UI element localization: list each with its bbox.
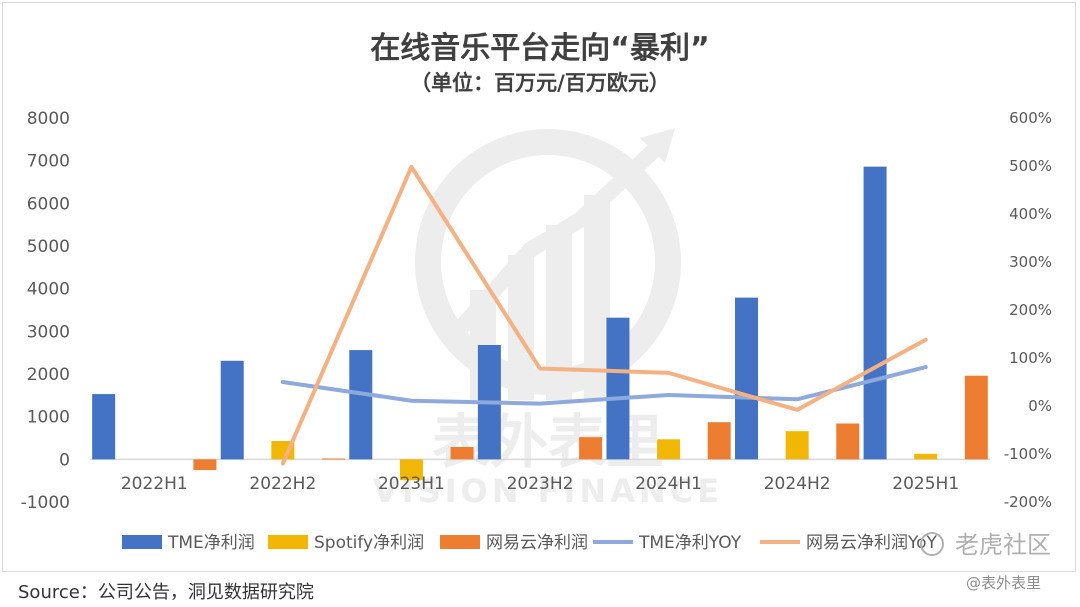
y-left-tick-label: 7000 — [27, 152, 70, 172]
bar-1-4 — [657, 439, 681, 460]
legend: TME净利润 Spotify净利润 网易云净利润 TME净利YOY 网易云净利润YoY — [122, 533, 938, 553]
legend-label: 网易云净利润 — [486, 533, 588, 553]
bar-0-0 — [92, 394, 116, 460]
y-left-tick-label: 0 — [59, 450, 70, 470]
x-tick-label: 2022H1 — [121, 474, 188, 494]
bar-2-6 — [964, 375, 988, 460]
chart-frame — [2, 2, 1076, 572]
corner-watermark-1: 老虎社区 — [955, 531, 1051, 559]
legend-label: TME净利YOY — [638, 533, 742, 553]
y-right-tick-label: 500% — [1009, 157, 1052, 175]
bar-2-2 — [450, 446, 474, 460]
chart-title: 在线音乐平台走向“暴利” — [370, 31, 709, 66]
y-left-tick-label: 6000 — [27, 194, 70, 214]
bar-1-5 — [785, 431, 809, 460]
bar-1-2 — [399, 459, 423, 481]
legend-label: TME净利润 — [167, 533, 255, 553]
y-left-tick-label: 5000 — [27, 237, 70, 257]
y-left-tick-label: 1000 — [27, 408, 70, 428]
bar-0-6 — [863, 166, 887, 460]
bar-0-2 — [349, 350, 373, 460]
legend-label: 网易云净利润YoY — [806, 533, 938, 553]
legend-swatch — [440, 535, 480, 549]
y-right-tick-label: 100% — [1009, 349, 1052, 367]
legend-swatch — [268, 535, 308, 549]
y-left-tick-label: 8000 — [27, 109, 70, 129]
y-right-tick-label: 0% — [1028, 397, 1052, 415]
y-left-tick-label: 3000 — [27, 322, 70, 342]
x-tick-label: 2023H2 — [507, 474, 574, 494]
chart-subtitle: （单位：百万元/百万欧元） — [410, 71, 670, 95]
legend-label: Spotify净利润 — [314, 533, 424, 553]
bar-2-3 — [579, 437, 603, 460]
lines — [280, 164, 928, 466]
y-left-tick-label: 4000 — [27, 280, 70, 300]
bar-0-4 — [606, 317, 630, 460]
watermark-logo-text-en: VISION FINANCE — [373, 472, 723, 510]
bar-2-4 — [707, 422, 731, 460]
y-right-tick-label: 200% — [1009, 301, 1052, 319]
bars — [92, 166, 988, 481]
bar-2-5 — [836, 423, 860, 460]
y-right-tick-label: 400% — [1009, 205, 1052, 223]
x-tick-label: 2024H1 — [635, 474, 702, 494]
source-note: Source：公司公告，洞见数据研究院 — [18, 582, 314, 603]
corner-watermark-2: @表外表里 — [966, 574, 1041, 592]
y-axis-left: -1000 0 1000 2000 3000 4000 5000 6000 7000 8000 — [21, 109, 70, 513]
line-series-1 — [280, 164, 928, 466]
y-right-tick-label: -200% — [1004, 493, 1052, 511]
y-left-tick-label: 2000 — [27, 365, 70, 385]
legend-swatch — [122, 535, 162, 549]
x-tick-label: 2022H2 — [249, 474, 316, 494]
bar-2-0 — [193, 459, 217, 470]
bar-0-1 — [220, 360, 244, 460]
y-right-tick-label: 300% — [1009, 253, 1052, 271]
x-axis-categories: 2022H1 2022H2 2023H1 2023H2 2024H1 2024H2 2025… — [121, 474, 959, 494]
y-axis-right: -200% -100% 0% 100% 200% 300% 400% 500% 600% — [1004, 109, 1052, 511]
bar-0-5 — [735, 297, 759, 460]
y-right-tick-label: 600% — [1009, 109, 1052, 127]
corner-watermark: 老虎社区 @表外表里 — [920, 531, 1051, 592]
y-right-tick-label: -100% — [1004, 445, 1052, 463]
line-series-0 — [280, 365, 928, 406]
bar-2-1 — [321, 458, 345, 460]
x-tick-label: 2023H1 — [378, 474, 445, 494]
bar-1-6 — [914, 453, 938, 460]
x-tick-label: 2025H1 — [892, 474, 959, 494]
x-tick-label: 2024H2 — [764, 474, 831, 494]
y-left-tick-label: -1000 — [21, 493, 70, 513]
